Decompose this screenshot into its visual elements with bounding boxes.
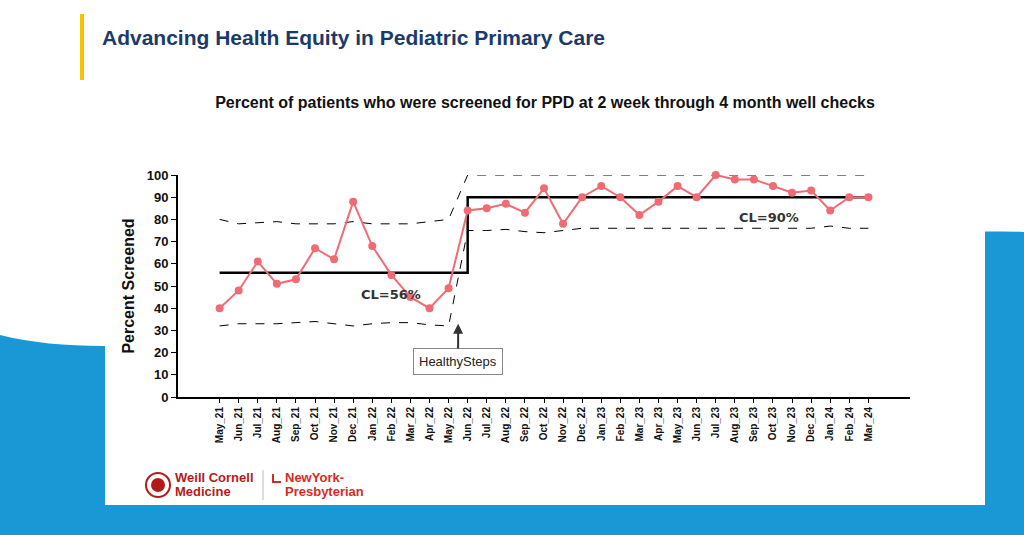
svg-text:Mar_22: Mar_22 — [405, 407, 416, 442]
svg-text:0: 0 — [161, 390, 168, 405]
svg-text:Apr_23: Apr_23 — [653, 407, 664, 441]
svg-text:Feb_23: Feb_23 — [615, 407, 626, 442]
svg-text:Mar_24: Mar_24 — [863, 407, 874, 442]
svg-text:Sep_23: Sep_23 — [748, 407, 759, 442]
svg-text:CL=90%: CL=90% — [739, 210, 799, 225]
svg-text:Aug_21: Aug_21 — [271, 407, 282, 444]
svg-text:HealthySteps: HealthySteps — [419, 354, 497, 369]
svg-text:Presbyterian: Presbyterian — [285, 484, 364, 499]
svg-text:Jun_22: Jun_22 — [462, 407, 473, 442]
svg-text:Feb_22: Feb_22 — [386, 407, 397, 442]
svg-text:Jan_23: Jan_23 — [596, 407, 607, 441]
svg-text:Mar_23: Mar_23 — [634, 407, 645, 442]
svg-text:Feb_24: Feb_24 — [844, 407, 855, 442]
svg-text:90: 90 — [154, 190, 168, 205]
svg-text:Sep_22: Sep_22 — [519, 407, 530, 442]
svg-text:Jun_21: Jun_21 — [233, 407, 244, 442]
svg-text:Nov_21: Nov_21 — [328, 407, 339, 443]
svg-text:Apr_22: Apr_22 — [424, 407, 435, 441]
svg-text:Dec_21: Dec_21 — [347, 407, 358, 442]
svg-text:NewYork-: NewYork- — [285, 470, 344, 485]
svg-text:100: 100 — [147, 168, 169, 183]
svg-text:Medicine: Medicine — [175, 484, 231, 499]
svg-text:Jul_21: Jul_21 — [252, 407, 263, 439]
svg-text:May_22: May_22 — [443, 407, 454, 444]
svg-text:10: 10 — [154, 367, 168, 382]
svg-text:50: 50 — [154, 279, 168, 294]
svg-text:Jul_22: Jul_22 — [481, 407, 492, 439]
svg-text:Percent Screened: Percent Screened — [120, 218, 137, 353]
svg-text:Percent of patients who were s: Percent of patients who were screened fo… — [215, 94, 875, 111]
svg-text:Jan_22: Jan_22 — [367, 407, 378, 441]
svg-text:Weill Cornell: Weill Cornell — [175, 470, 254, 485]
svg-text:Aug_22: Aug_22 — [500, 407, 511, 444]
svg-text:Nov_23: Nov_23 — [786, 407, 797, 443]
svg-text:CL=56%: CL=56% — [361, 287, 421, 302]
svg-text:Oct_21: Oct_21 — [309, 407, 320, 441]
svg-text:Sep_21: Sep_21 — [290, 407, 301, 442]
svg-text:Jul_23: Jul_23 — [710, 407, 721, 439]
svg-text:Oct_22: Oct_22 — [538, 407, 549, 441]
svg-text:30: 30 — [154, 323, 168, 338]
svg-text:May_21: May_21 — [214, 407, 225, 444]
svg-text:70: 70 — [154, 234, 168, 249]
svg-text:Oct_23: Oct_23 — [767, 407, 778, 441]
svg-text:Jun_23: Jun_23 — [691, 407, 702, 442]
html-text:Advancing Health Equity in Ped: Advancing Health Equity in Pediatric Pri… — [102, 26, 605, 49]
svg-text:May_23: May_23 — [672, 407, 683, 444]
svg-text:Aug_23: Aug_23 — [729, 407, 740, 444]
svg-text:Nov_22: Nov_22 — [557, 407, 568, 443]
svg-text:Jan_24: Jan_24 — [824, 407, 835, 441]
svg-text:Dec_23: Dec_23 — [805, 407, 816, 442]
svg-text:80: 80 — [154, 212, 168, 227]
svg-text:20: 20 — [154, 345, 168, 360]
svg-text:Dec_22: Dec_22 — [576, 407, 587, 442]
svg-text:40: 40 — [154, 301, 168, 316]
svg-text:60: 60 — [154, 256, 168, 271]
